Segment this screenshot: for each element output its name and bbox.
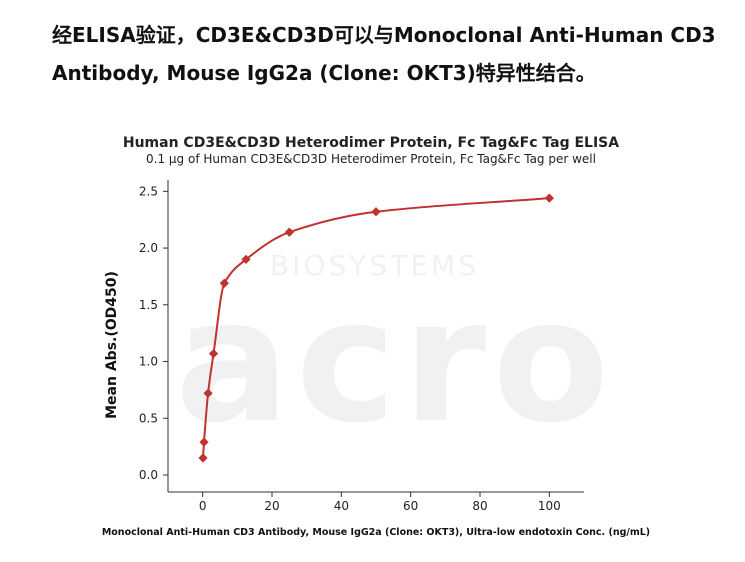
data-point	[219, 278, 229, 288]
data-point	[284, 227, 294, 237]
y-axis-ticks: 0.0 0.5 1.0 1.5 2.0 2.5	[139, 184, 168, 482]
svg-text:acro: acro	[175, 263, 615, 461]
y-tick-label: 0.0	[139, 468, 158, 482]
chart-subtitle: 0.1 μg of Human CD3E&CD3D Heterodimer Pr…	[146, 152, 596, 166]
y-tick-label: 2.0	[139, 241, 158, 255]
y-tick-label: 1.0	[139, 355, 158, 369]
x-tick-label: 100	[538, 499, 561, 513]
y-tick-label: 2.5	[139, 184, 158, 198]
chart-axes	[167, 180, 584, 493]
data-point	[371, 207, 381, 217]
page-heading: 经ELISA验证，CD3E&CD3D可以与Monoclonal Anti-Hum…	[52, 16, 732, 92]
y-axis-label: Mean Abs.(OD450)	[104, 271, 120, 419]
y-tick-label: 0.5	[139, 411, 158, 425]
watermark-logo: BIOSYSTEMS acro	[175, 249, 615, 461]
data-point	[199, 437, 209, 447]
data-point	[544, 193, 554, 203]
x-tick-label: 0	[199, 499, 207, 513]
data-point	[198, 453, 208, 463]
heading-line-1: 经ELISA验证，CD3E&CD3D可以与Monoclonal Anti-Hum…	[52, 23, 716, 47]
x-axis-label: Monoclonal Anti-Human CD3 Antibody, Mous…	[102, 527, 650, 538]
x-tick-label: 60	[403, 499, 418, 513]
data-point	[203, 388, 213, 398]
svg-text:BIOSYSTEMS: BIOSYSTEMS	[270, 249, 479, 282]
data-point	[208, 348, 219, 359]
x-tick-label: 80	[472, 499, 487, 513]
x-axis-ticks: 0 20 40 60 80 100	[199, 492, 561, 513]
x-tick-label: 40	[334, 499, 349, 513]
heading-line-2: Antibody, Mouse IgG2a (Clone: OKT3)特异性结合…	[52, 61, 596, 85]
y-tick-label: 1.5	[139, 298, 158, 312]
x-tick-label: 20	[264, 499, 279, 513]
data-point	[241, 254, 251, 265]
chart-title: Human CD3E&CD3D Heterodimer Protein, Fc …	[123, 135, 619, 151]
data-points	[198, 193, 554, 463]
